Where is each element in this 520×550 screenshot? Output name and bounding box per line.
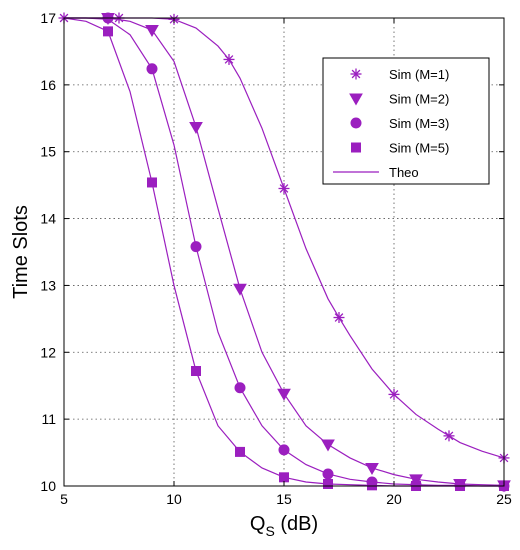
y-tick-label: 16 (40, 77, 56, 93)
marker-asterisk (350, 68, 362, 80)
y-tick-label: 11 (41, 411, 56, 427)
marker-triangle (145, 25, 159, 38)
x-axis-title-subscript: S (265, 523, 274, 539)
marker-triangle (321, 439, 335, 452)
marker-asterisk (443, 430, 455, 442)
legend-label: Sim (M=5) (389, 141, 449, 156)
x-tick-label: 25 (496, 491, 512, 507)
marker-circle (350, 117, 362, 129)
marker-circle (278, 444, 290, 456)
legend-label-theo: Theo (389, 165, 419, 180)
marker-asterisk (388, 388, 400, 400)
marker-square (191, 366, 201, 377)
y-tick-label: 12 (40, 344, 56, 360)
x-tick-label: 20 (386, 491, 402, 507)
y-tick-label: 17 (40, 10, 56, 26)
y-tick-label: 10 (40, 478, 56, 494)
marker-asterisk-stroke (389, 390, 399, 399)
legend-label: Sim (M=2) (389, 92, 449, 107)
marker-square (103, 26, 113, 37)
y-tick-label: 13 (40, 277, 56, 293)
marker-asterisk (333, 312, 345, 324)
marker-asterisk-stroke (334, 313, 344, 322)
legend: Sim (M=1) Sim (M=2) Sim (M=3) Sim (M=5) Theo (322, 57, 490, 185)
x-axis-title: QS (dB) (250, 513, 318, 539)
x-tick-label: 10 (166, 491, 182, 507)
marker-triangle (233, 283, 247, 296)
marker-circle (322, 468, 334, 480)
y-tick-label: 15 (40, 144, 56, 160)
marker-square (367, 480, 377, 491)
marker-circle (190, 241, 202, 253)
legend-label: Sim (M=3) (389, 116, 449, 131)
marker-square (235, 446, 245, 457)
marker-asterisk-stroke (224, 55, 234, 64)
marker-triangle (277, 388, 291, 401)
x-tick-label: 5 (60, 491, 68, 507)
marker-asterisk (223, 53, 235, 65)
marker-asterisk-stroke (351, 69, 361, 79)
legend-label: Sim (M=1) (389, 67, 449, 82)
x-axis-title-main: Q (250, 513, 266, 535)
marker-asterisk (278, 182, 290, 194)
marker-square (351, 142, 361, 153)
marker-square (279, 472, 289, 483)
marker-asterisk-stroke (279, 184, 289, 193)
marker-circle (146, 63, 158, 75)
y-axis-title: Time Slots (10, 205, 32, 299)
marker-triangle (349, 93, 363, 106)
y-tick-label: 14 (40, 211, 56, 227)
marker-triangle (365, 462, 379, 475)
legend-box (322, 57, 490, 185)
marker-square (323, 478, 333, 489)
marker-circle (234, 382, 246, 394)
x-tick-label: 15 (276, 491, 292, 507)
marker-asterisk-stroke (444, 431, 454, 441)
marker-triangle (189, 121, 203, 134)
x-axis-title-unit: (dB) (275, 513, 318, 535)
marker-square (147, 177, 157, 188)
